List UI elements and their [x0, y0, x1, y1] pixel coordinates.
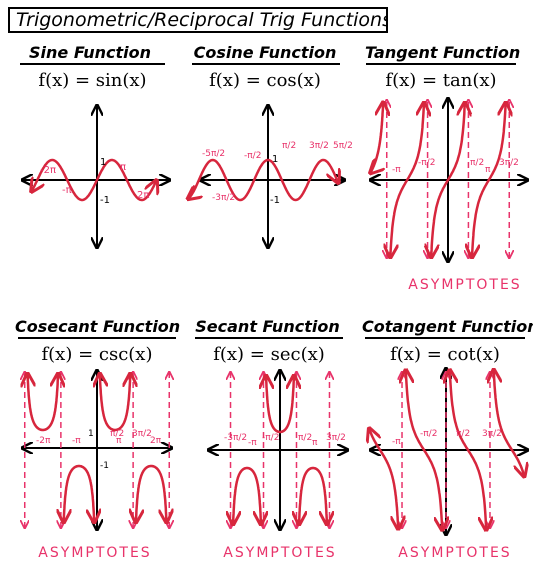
secant-title: Secant Function — [195, 317, 340, 336]
secant-equation: f(x) = sec(x) — [213, 344, 325, 365]
cotangent-title: Cotangent Function — [362, 317, 533, 336]
cotangent-lbl-negpi: -π — [392, 437, 401, 447]
sine-lbl-negpi: -π — [62, 185, 72, 196]
page-title: Trigonometric/Reciprocal Trig Functions — [8, 7, 388, 33]
cotangent-asymptotes-label: ASYMPTOTES — [398, 545, 512, 561]
cotangent-branch — [406, 370, 443, 530]
secant-underline — [195, 337, 343, 339]
cotangent-lbl-3pi2: 3π/2 — [482, 429, 502, 439]
sine-title: Sine Function — [29, 43, 151, 62]
cosine-lbl-n5pi2: -5π/2 — [202, 149, 225, 159]
cotangent-graph: -π -π/2 π/2 3π/2 — [369, 368, 528, 535]
cosine-equation: f(x) = cos(x) — [209, 70, 321, 91]
secant-lbl-n3pi2: -3π/2 — [224, 433, 247, 443]
sine-lbl-2pi: 2π — [137, 190, 149, 201]
cosecant-y-top: 1 — [88, 429, 94, 439]
cosine-y-bot: -1 — [270, 195, 280, 206]
tangent-asymptotes-label: ASYMPTOTES — [408, 277, 522, 293]
secant-lbl-pi: π — [312, 438, 318, 448]
tangent-branch — [370, 102, 383, 173]
tangent-lbl-pi2: π/2 — [470, 158, 484, 168]
cosecant-lbl-pi2: π/2 — [110, 429, 124, 439]
cosecant-y-bot: -1 — [100, 461, 109, 471]
cosecant-graph: 1 -1 -2π -π π/2 π 3π/2 2π — [22, 370, 172, 530]
tangent-title: Tangent Function — [365, 43, 521, 62]
secant-lbl-negpi: -π — [248, 438, 257, 448]
sine-y-top: 1 — [100, 157, 106, 168]
secant-branch — [266, 376, 294, 434]
secant-branch — [299, 466, 327, 525]
sine-underline — [20, 63, 165, 65]
tangent-equation: f(x) = tan(x) — [385, 70, 497, 91]
cosine-lbl-pi2: π/2 — [282, 141, 296, 151]
cotangent-lbl-npi2: -π/2 — [420, 429, 437, 439]
cosine-graph: 1 -1 -5π/2 -3π/2 -π/2 π/2 3π/2 5π/2 — [188, 105, 353, 248]
cosine-lbl-npi2: -π/2 — [244, 151, 261, 161]
cotangent-branch — [450, 370, 487, 530]
cosecant-branch — [136, 464, 167, 523]
cotangent-curves — [369, 370, 524, 531]
cosine-curve — [188, 158, 339, 200]
sine-curve — [31, 158, 156, 202]
sine-equation: f(x) = sin(x) — [38, 70, 147, 91]
sine-lbl-pi: π — [120, 162, 126, 173]
cosecant-branch — [100, 374, 131, 432]
cotangent-branch — [369, 428, 398, 529]
cosecant-title: Cosecant Function — [15, 317, 181, 336]
secant-lbl-npi2: -π/2 — [262, 433, 279, 443]
cosine-lbl-3pi2: 3π/2 — [309, 141, 329, 151]
tangent-lbl-3pi2: 3π/2 — [499, 158, 519, 168]
cosine-underline — [192, 63, 340, 65]
secant-branch — [233, 466, 261, 525]
tangent-branch — [472, 103, 506, 258]
cosecant-equation: f(x) = csc(x) — [41, 344, 153, 365]
secant-graph: -3π/2 -π -π/2 π/2 π 3π/2 — [208, 370, 348, 530]
tangent-graph: -π -π/2 π/2 π 3π/2 — [370, 98, 528, 262]
cosecant-asymptotes-label: ASYMPTOTES — [38, 545, 152, 561]
sine-lbl-neg2pi: -2π — [40, 165, 56, 176]
cosecant-lbl-negpi: -π — [72, 436, 81, 446]
secant-lbl-3pi2: 3π/2 — [326, 433, 346, 443]
cosecant-branch — [28, 374, 59, 432]
cotangent-branch — [494, 370, 525, 477]
cosecant-lbl-neg2pi: -2π — [36, 436, 51, 446]
cosecant-curves — [28, 374, 167, 523]
tangent-curves — [370, 102, 506, 257]
cosecant-underline — [18, 337, 176, 339]
secant-asymptotes — [231, 372, 330, 528]
cosine-title: Cosine Function — [193, 43, 337, 62]
tangent-lbl-negpi: -π — [392, 165, 401, 175]
cosecant-lbl-pi: π — [116, 436, 122, 446]
cosine-lbl-5pi2: 5π/2 — [333, 141, 353, 151]
tangent-branch — [431, 103, 465, 258]
cosecant-branch — [64, 464, 94, 523]
cotangent-lbl-pi2: π/2 — [456, 429, 470, 439]
cosine-y-top: 1 — [272, 154, 278, 165]
sine-graph: 1 -1 -2π -π π 2π — [22, 105, 170, 248]
cosecant-asymptotes — [25, 372, 170, 528]
cotangent-underline — [365, 337, 525, 339]
cosecant-lbl-3pi2: 3π/2 — [132, 429, 152, 439]
sine-y-bot: -1 — [100, 195, 110, 206]
tangent-lbl-npi2: -π/2 — [418, 158, 435, 168]
secant-lbl-pi2: π/2 — [298, 433, 312, 443]
tangent-branch — [390, 103, 424, 258]
secant-curves — [233, 376, 327, 525]
tangent-underline — [366, 63, 516, 65]
secant-asymptotes-label: ASYMPTOTES — [223, 545, 337, 561]
cosine-lbl-n3pi2: -3π/2 — [212, 193, 235, 203]
tangent-lbl-pi: π — [485, 165, 491, 175]
cotangent-equation: f(x) = cot(x) — [390, 344, 500, 365]
cosecant-lbl-2pi: 2π — [150, 436, 162, 446]
